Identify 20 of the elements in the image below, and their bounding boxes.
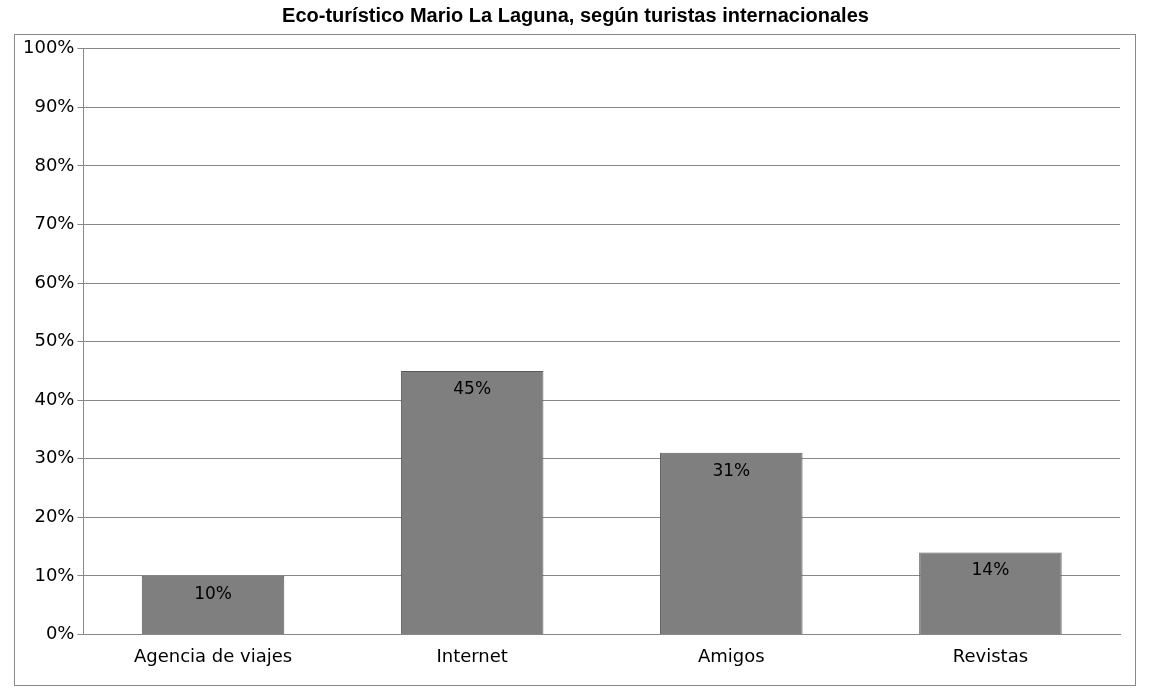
x-tick-label: Amigos: [697, 644, 765, 666]
data-label: 45%: [453, 377, 492, 398]
y-tick-label: 60%: [34, 270, 75, 292]
y-tick-label: 10%: [34, 563, 75, 585]
x-tick-label: Revistas: [952, 644, 1029, 666]
chart-title: Eco-turístico Mario La Laguna, según turistas internacionales: [281, 3, 870, 28]
data-label: 31%: [712, 459, 751, 480]
y-tick-label: 40%: [34, 387, 75, 409]
y-tick-label: 30%: [34, 446, 75, 468]
data-label: 10%: [194, 582, 232, 603]
y-tick-label: 80%: [34, 153, 75, 175]
y-tick-label: 50%: [34, 329, 75, 351]
y-tick-label: 90%: [34, 95, 75, 117]
data-label: 14%: [971, 559, 1010, 580]
y-tick-label: 20%: [34, 504, 75, 526]
y-tick-label: 100%: [22, 36, 75, 58]
y-tick-label: 70%: [34, 212, 75, 234]
y-tick-label: 0%: [45, 622, 75, 644]
x-tick-label: Internet: [436, 644, 508, 666]
x-tick-label: Agencia de viajes: [133, 644, 293, 666]
